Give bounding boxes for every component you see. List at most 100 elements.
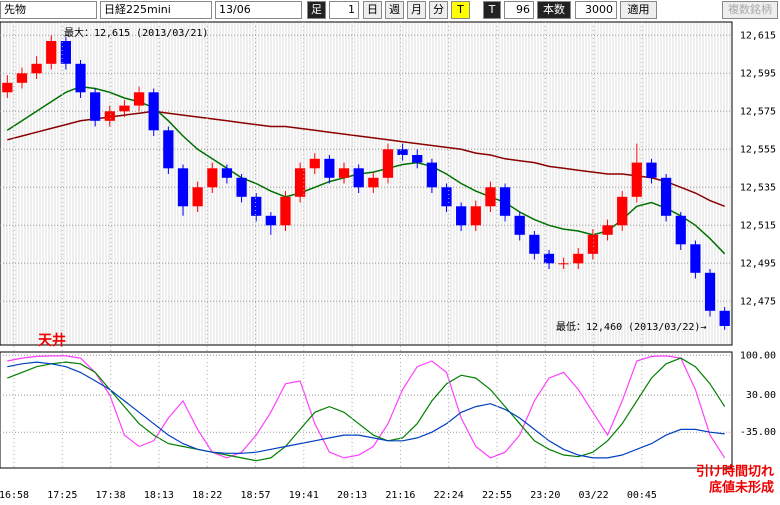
candle-body	[2, 82, 13, 93]
count-label: 本数	[537, 1, 571, 19]
candle-body	[690, 244, 701, 273]
candle-body	[309, 158, 320, 169]
y-tick-label: 12,515	[740, 220, 776, 231]
x-tick-label: 20:13	[337, 490, 367, 501]
candle-body	[426, 162, 438, 188]
candle-body	[485, 187, 496, 207]
candle-body	[573, 253, 584, 264]
day-button[interactable]: 日	[363, 1, 382, 19]
indicator-line	[7, 355, 726, 459]
indicator-line	[7, 110, 725, 207]
indicator-line	[7, 361, 725, 459]
candle-body	[251, 196, 262, 216]
t-label: T	[483, 1, 501, 19]
x-tick-label: 18:57	[240, 490, 270, 501]
x-tick-label: 18:13	[144, 490, 174, 501]
min-label: 最低：12,460 (2013/03/22)→	[556, 320, 706, 333]
candle-body	[207, 168, 218, 188]
candle-body	[46, 41, 57, 64]
candle-body	[499, 187, 511, 216]
y-tick-label: 12,575	[740, 106, 776, 117]
month-button[interactable]: 月	[407, 1, 426, 19]
contract-select[interactable]: 13/06	[215, 1, 302, 19]
y-tick-label: 30.00	[746, 390, 776, 401]
max-count-input[interactable]: 3000	[575, 1, 617, 19]
candle-body	[75, 63, 86, 93]
x-tick-label: 22:24	[434, 490, 464, 501]
y-tick-label: 12,595	[740, 68, 776, 79]
candle-body	[221, 168, 233, 178]
candle-body	[587, 234, 599, 254]
candle-body	[441, 187, 452, 207]
note: 底値未形成	[709, 480, 774, 496]
candle-body	[456, 206, 467, 226]
candle-body	[163, 130, 174, 169]
candle-body	[470, 206, 481, 226]
candle-body	[60, 41, 72, 64]
candle-body	[294, 168, 306, 197]
y-tick-label: 100.00	[740, 350, 776, 361]
candle-body	[382, 149, 394, 178]
x-tick-label: 19:41	[289, 490, 319, 501]
bar-size[interactable]: 1	[329, 1, 359, 19]
x-tick-label: 17:38	[96, 490, 126, 501]
candle-body	[338, 168, 350, 178]
candle-body	[280, 196, 291, 226]
candle-body	[397, 149, 408, 155]
candle-body	[119, 105, 130, 112]
candle-body	[104, 111, 115, 121]
candle-body	[514, 215, 525, 235]
candle-body	[529, 234, 540, 254]
candle-body	[236, 177, 247, 197]
week-button[interactable]: 週	[385, 1, 404, 19]
symbol-select[interactable]: 日経225mini	[100, 1, 212, 19]
y-tick-label: 12,495	[740, 258, 776, 269]
y-tick-label: 12,535	[740, 182, 776, 193]
candle-body	[719, 310, 730, 326]
candle-body	[353, 168, 364, 188]
x-tick-label: 17:25	[47, 490, 77, 501]
candle-body	[192, 187, 203, 207]
y-tick-label: 12,555	[740, 144, 776, 155]
bar-label: 足	[307, 1, 326, 19]
candle-body	[558, 263, 569, 265]
candle-body	[90, 92, 101, 121]
minute-button[interactable]: 分	[429, 1, 448, 19]
y-tick-label: -35.00	[740, 427, 776, 438]
candle-body	[324, 158, 335, 178]
tick-button[interactable]: T	[451, 1, 470, 19]
max-label: 最大：12,615 (2013/03/21)	[64, 26, 208, 39]
candle-body	[675, 215, 686, 245]
count-input[interactable]: 96	[504, 1, 534, 19]
candle-body	[617, 196, 628, 226]
candle-body	[133, 92, 145, 106]
price-frame	[0, 21, 733, 346]
apply-button[interactable]: 適用	[620, 1, 657, 19]
candle-body	[602, 225, 613, 235]
y-tick-label: 12,615	[740, 30, 776, 41]
candle-body	[265, 215, 276, 226]
candle-body	[543, 253, 555, 264]
type-select[interactable]: 先物	[0, 1, 97, 19]
candle-body	[31, 63, 42, 74]
x-tick-label: 22:55	[482, 490, 512, 501]
note: 引け時間切れ	[696, 464, 774, 480]
candle-body	[631, 162, 642, 197]
x-tick-label: 21:16	[385, 490, 415, 501]
x-tick-label: 03/22	[579, 490, 609, 501]
candle-body	[148, 92, 159, 131]
plot-background	[0, 22, 732, 345]
candle-body	[704, 272, 716, 311]
x-tick-label: 00:45	[627, 490, 657, 501]
candle-body	[16, 73, 28, 83]
y-tick-label: 12,475	[740, 296, 776, 307]
candle-body	[412, 155, 423, 163]
osc-frame	[0, 351, 733, 469]
candle-body	[177, 168, 189, 207]
x-tick-label: 16:58	[0, 490, 29, 501]
multi-button[interactable]: 複数銘柄	[722, 1, 778, 19]
candle-body	[660, 177, 672, 216]
x-tick-label: 18:22	[192, 490, 222, 501]
indicator-line	[7, 357, 726, 462]
